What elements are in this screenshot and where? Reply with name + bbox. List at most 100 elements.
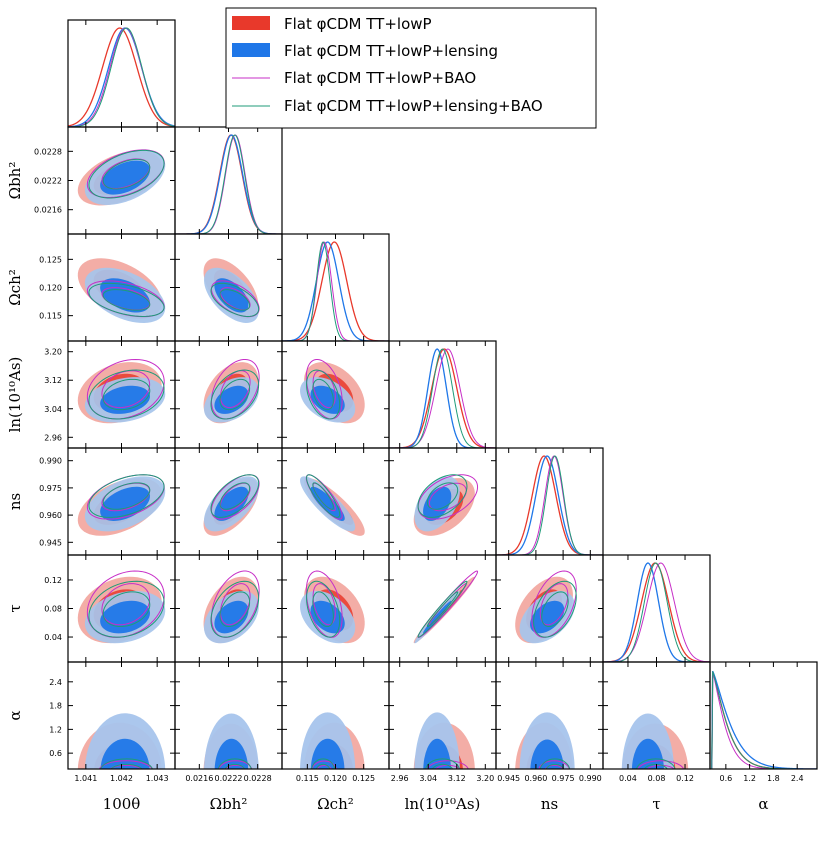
panel-ns-ombh2 — [174, 447, 283, 556]
contour68-lnAs-omch2-flat-cdm-tt-lowp-bao — [312, 370, 336, 409]
contour95-tau-ombh2-flat-cdm-tt-lowp-lensing-bao — [210, 580, 260, 638]
panel-frame — [174, 126, 283, 235]
legend-frame — [225, 7, 597, 129]
marginal-omch2-flat-cdm-tt-lowp-bao — [282, 241, 389, 341]
legend-label-tt-lowp-lensing: Flat φCDM TT+lowP+lensing — [284, 42, 498, 60]
contour68-tau-ombh2-flat-cdm-tt-lowp-lensing-bao — [219, 591, 251, 628]
marginal-tau-flat-cdm-tt-lowp-bao — [603, 562, 710, 662]
panel-content — [282, 241, 389, 341]
alpha-contour-omch2-flat-cdm-tt-lowp-bao-95 — [311, 760, 337, 769]
marginal-tau-flat-cdm-tt-lowp-lensing — [603, 562, 710, 662]
panel-content — [300, 358, 365, 424]
panel-frame — [709, 661, 818, 770]
y-tick-label-tau: 0.12 — [44, 576, 62, 585]
panel-content — [77, 149, 166, 206]
x-tick-label-theta: 1.041 — [74, 774, 97, 783]
contour68-ombh2-theta-flat-cdm-tt-lowp-lensing — [100, 160, 150, 195]
marginal-lnAs-flat-cdm-tt-lowp-lensing — [389, 348, 496, 448]
panel-content — [203, 713, 259, 769]
panel-ns-lnAs — [388, 447, 497, 556]
contour95-lnAs-theta-flat-cdm-tt-lowp-lensing-bao — [88, 369, 165, 420]
contour68-tau-theta-flat-cdm-tt-lowp-bao — [101, 583, 151, 626]
x-tick-label-theta: 1.042 — [110, 774, 133, 783]
y-tick-label-alpha: 1.2 — [49, 725, 62, 734]
marginal-ombh2-flat-cdm-tt-lowp-lensing-bao — [175, 134, 282, 234]
legend-label-tt-lowp: Flat φCDM TT+lowP — [284, 15, 432, 33]
marginal-theta-flat-cdm-tt-lowp-bao — [68, 27, 175, 127]
x-tick-label-lnAs: 3.20 — [476, 774, 494, 783]
panel-omch2-ombh2 — [174, 233, 283, 342]
contour68-tau-ns-flat-cdm-tt-lowp-bao — [539, 583, 569, 626]
x-tick-label-lnAs: 3.12 — [448, 774, 466, 783]
panel-content — [77, 713, 166, 769]
panel-content — [515, 570, 577, 644]
y-axis-label-ombh2: Ωbh² — [6, 162, 24, 200]
x-tick-label-tau: 0.04 — [619, 774, 637, 783]
contour68-ns-ombh2-flat-cdm-tt-lowp-lensing-bao — [219, 482, 251, 510]
panel-tau-ombh2 — [174, 554, 283, 663]
marginal-omch2-flat-cdm-tt-lowp-lensing — [282, 241, 389, 341]
panel-alpha-alpha — [709, 661, 818, 770]
panel-content — [389, 348, 496, 448]
contour68-lnAs-omch2-flat-cdm-tt-lowp-lensing-bao — [312, 378, 334, 411]
contour68-ns-ombh2-flat-cdm-tt-lowp-lensing — [214, 486, 249, 521]
x-tick-label-ns: 0.975 — [552, 774, 575, 783]
marginal-ombh2-flat-cdm-tt-lowp-lensing — [175, 134, 282, 234]
x-tick-label-lnAs: 2.96 — [391, 774, 409, 783]
x-tick-label-ombh2: 0.0228 — [244, 774, 272, 783]
marginal-omch2-flat-cdm-tt-lowp-lensing-bao — [282, 241, 389, 341]
contour68-tau-theta-flat-cdm-tt-lowp-lensing-bao — [102, 591, 151, 628]
x-tick-label-omch2: 0.120 — [324, 774, 347, 783]
panel-content — [515, 712, 575, 769]
marginal-tau-flat-cdm-tt-lowp — [603, 562, 710, 662]
y-axis-label-tau: τ — [6, 604, 24, 612]
panel-content — [77, 258, 166, 323]
y-tick-label-ns: 0.945 — [39, 538, 62, 547]
y-axis-label-omch2: Ωch² — [6, 269, 24, 306]
marginal-alpha-flat-cdm-tt-lowp-lensing-bao — [710, 671, 817, 769]
contour68-lnAs-omch2-flat-cdm-tt-lowp-lensing — [310, 385, 345, 414]
panel-lnAs-theta — [67, 340, 176, 449]
contour68-lnAs-theta-flat-cdm-tt-lowp-bao — [101, 370, 151, 409]
y-axis-label-ns: ns — [6, 493, 24, 510]
x-axis-label-lnAs: ln(10¹⁰As) — [405, 795, 481, 813]
contour68-ns-theta-flat-cdm-tt-lowp-lensing-bao — [102, 482, 151, 510]
contour95-omch2-theta-flat-cdm-tt-lowp-lensing-bao — [88, 282, 165, 317]
alpha-contour-tau-flat-cdm-tt-lowp-lensing-bao-95 — [636, 758, 676, 769]
contour95-lnAs-ombh2-flat-cdm-tt-lowp-bao — [210, 358, 260, 420]
legend-label-tt-lowp-bao: Flat φCDM TT+lowP+BAO — [284, 69, 476, 87]
alpha-contour-ombh2-flat-cdm-tt-lowp-lensing-bao-95 — [217, 758, 252, 769]
x-tick-label-ns: 0.990 — [579, 774, 602, 783]
contour68-lnAs-theta-flat-cdm-tt-lowp-lensing-bao — [102, 378, 151, 411]
x-tick-label-omch2: 0.115 — [296, 774, 319, 783]
panel-tau-lnAs — [388, 554, 497, 663]
contour95-tau-omch2-flat-cdm-tt-lowp-lensing-bao — [306, 580, 341, 638]
contour68-omch2-ombh2-flat-cdm-tt-lowp-lensing — [214, 278, 249, 313]
contour68-ns-lnAs-flat-cdm-tt-lowp-lensing-bao — [426, 482, 459, 510]
panel-lnAs-ombh2 — [174, 340, 283, 449]
alpha-contour-tau-flat-cdm-tt-lowp-lensing-bao-68 — [643, 763, 668, 769]
panel-content — [203, 474, 260, 536]
panel-tau-ns — [495, 554, 604, 663]
panel-lnAs-omch2 — [281, 340, 390, 449]
panels-layer — [67, 19, 818, 770]
contour95-tau-ns-flat-cdm-tt-lowp-lensing-bao — [533, 580, 577, 638]
marginal-theta-flat-cdm-tt-lowp — [68, 27, 175, 127]
y-tick-label-ombh2: 0.0228 — [34, 147, 62, 156]
contour95-lnAs-omch2-flat-cdm-tt-lowp-bao — [305, 358, 343, 420]
x-axis-label-tau: τ — [652, 795, 660, 813]
contour68-omch2-ombh2-flat-cdm-tt-lowp-lensing-bao — [219, 289, 251, 311]
panel-alpha-ombh2 — [174, 661, 283, 770]
x-tick-label-tau: 0.08 — [648, 774, 666, 783]
contour68-tau-omch2-flat-cdm-tt-lowp-lensing-bao — [312, 591, 334, 628]
contour95-ns-ombh2-flat-cdm-tt-lowp-lensing-bao — [210, 474, 260, 518]
contour68-tau-omch2-flat-cdm-tt-lowp-lensing — [310, 600, 345, 634]
panel-tau-tau — [602, 554, 711, 663]
y-tick-label-ombh2: 0.0216 — [34, 206, 62, 215]
x-tick-label-alpha: 1.8 — [767, 774, 780, 783]
panel-alpha-ns — [495, 661, 604, 770]
panel-alpha-theta — [67, 661, 176, 770]
y-tick-label-ns: 0.960 — [39, 511, 62, 520]
contour95-tau-lnAs-flat-cdm-tt-lowp-lensing-bao — [417, 580, 468, 638]
